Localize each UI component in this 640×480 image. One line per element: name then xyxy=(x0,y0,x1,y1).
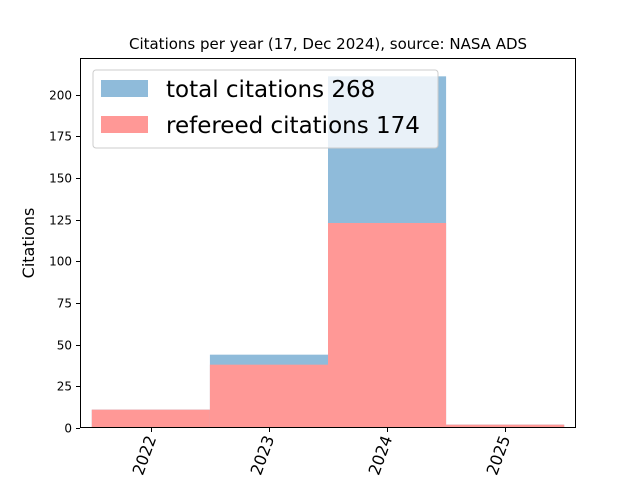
legend-label-refereed: refereed citations 174 xyxy=(166,113,420,139)
refereed-citations-bar-2024 xyxy=(328,223,447,428)
y-tick-label: 150 xyxy=(49,172,72,186)
refereed-citations-bar-2022 xyxy=(91,409,210,428)
legend-box xyxy=(92,69,439,149)
x-tick-label-2023: 2023 xyxy=(246,433,278,478)
y-tick-label: 50 xyxy=(57,339,72,353)
x-tick-label-2022: 2022 xyxy=(128,433,160,478)
refereed-citations-bar-2023 xyxy=(209,364,328,428)
x-axis: 2022 2023 2024 2025 xyxy=(128,428,514,478)
x-tick-label-2025: 2025 xyxy=(482,433,514,478)
bars-layer xyxy=(91,76,565,428)
y-tick-label: 200 xyxy=(49,89,72,103)
y-axis: 0 25 50 75 100 125 150 175 200 xyxy=(49,89,80,436)
chart-title: Citations per year (17, Dec 2024), sourc… xyxy=(129,35,527,53)
y-tick-label: 0 xyxy=(64,422,72,436)
plot-frame xyxy=(80,58,576,428)
legend-swatch-total xyxy=(101,80,148,97)
legend-swatch-refereed xyxy=(101,116,148,133)
y-tick-label: 25 xyxy=(57,380,72,394)
x-tick-label-2024: 2024 xyxy=(364,433,396,478)
y-tick-label: 175 xyxy=(49,130,72,144)
legend: total citations 268 refereed citations 17… xyxy=(92,69,439,149)
y-tick-label: 75 xyxy=(57,297,72,311)
y-tick-label: 100 xyxy=(49,255,72,269)
y-axis-label: Citations xyxy=(19,208,38,279)
refereed-citations-bar-2025 xyxy=(446,424,565,428)
y-tick-label: 125 xyxy=(49,214,72,228)
legend-label-total: total citations 268 xyxy=(166,77,375,103)
